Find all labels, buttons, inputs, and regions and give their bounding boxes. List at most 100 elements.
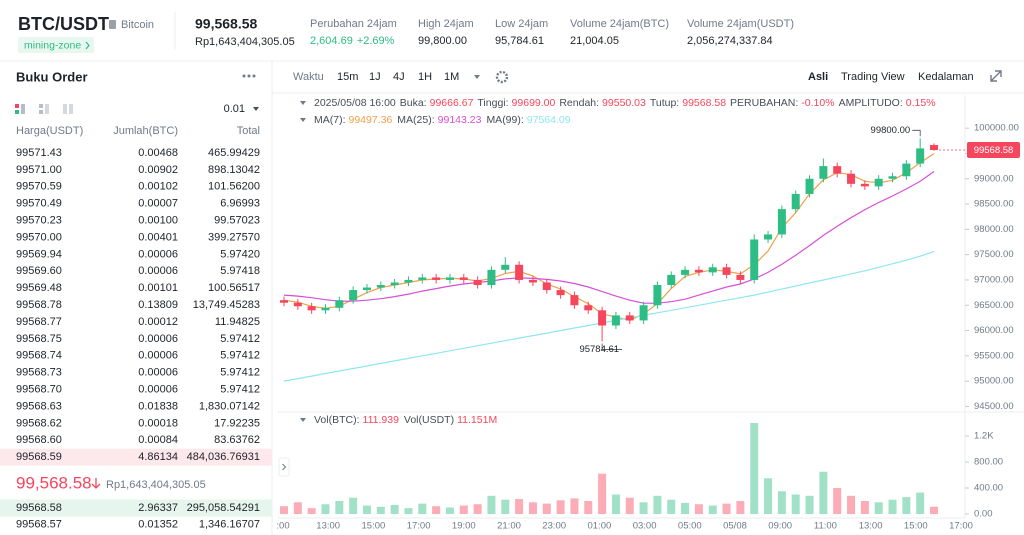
precision[interactable]: 0.01 xyxy=(224,103,245,115)
info-line: 2025/05/08 16:00 Buka: 99666.67 Tinggi: 9969… xyxy=(314,97,936,109)
stat-number: 2,056,274,337.84 xyxy=(687,35,773,47)
book-amount: 0.00006 xyxy=(138,248,178,260)
volume-bar xyxy=(888,499,897,514)
volume-bar xyxy=(874,502,883,514)
view-tab[interactable]: Asli xyxy=(808,71,828,83)
more-menu[interactable] xyxy=(242,74,256,78)
candle-body xyxy=(390,282,399,286)
volume-tick-label: 0.00 xyxy=(974,509,993,520)
candle-body xyxy=(515,264,524,280)
book-amount: 0.00006 xyxy=(138,265,178,277)
book-total: 5.97412 xyxy=(220,367,260,379)
volume-bar xyxy=(625,497,634,514)
book-price[interactable]: 99568.63 xyxy=(16,400,62,412)
interval[interactable]: 15m xyxy=(337,71,358,83)
volume-bar xyxy=(362,505,371,514)
candle-body xyxy=(694,269,703,273)
volume-bar xyxy=(584,500,593,514)
x-tick-label: 17:00 xyxy=(949,521,973,532)
volume-bar xyxy=(473,504,482,514)
book-price[interactable]: 99570.00 xyxy=(16,231,62,243)
book-price[interactable]: 99568.74 xyxy=(16,350,62,362)
volume-bar xyxy=(764,478,773,514)
interval[interactable]: 1M xyxy=(444,71,459,83)
x-tick-label: 11:00 xyxy=(814,521,837,532)
book-amount: 0.00006 xyxy=(138,350,178,362)
stat-change: +2.69% xyxy=(357,35,395,47)
candle-body xyxy=(874,178,883,187)
book-price[interactable]: 99569.48 xyxy=(16,282,62,294)
book-total: 465.99429 xyxy=(208,147,260,159)
book-amount: 0.00006 xyxy=(138,384,178,396)
candle-body xyxy=(708,267,717,273)
volume-bar xyxy=(418,503,427,514)
book-price[interactable]: 99570.49 xyxy=(16,198,62,210)
tag-box[interactable] xyxy=(18,37,94,53)
book-price[interactable]: 99568.70 xyxy=(16,384,62,396)
book-price[interactable]: 99568.78 xyxy=(16,299,62,311)
view-icons[interactable] xyxy=(15,104,73,114)
settings-icon[interactable] xyxy=(495,70,509,84)
book-total: 1,346.16707 xyxy=(199,518,260,530)
book-amount: 2.96337 xyxy=(138,502,178,514)
book-price[interactable]: 99568.73 xyxy=(16,367,62,379)
candle-body xyxy=(542,282,551,291)
candle-body xyxy=(667,274,676,286)
high-pointer xyxy=(912,129,921,137)
volume-bar xyxy=(847,495,856,514)
tag[interactable]: mining-zone xyxy=(24,39,81,51)
interval-caret[interactable] xyxy=(474,75,480,79)
collapse-caret[interactable] xyxy=(300,418,306,422)
candle-body xyxy=(293,302,302,307)
book-price[interactable]: 99571.43 xyxy=(16,147,62,159)
ma-name: MA(99): xyxy=(486,114,523,126)
book-price[interactable]: 99568.75 xyxy=(16,333,62,345)
stat-label: High 24jam xyxy=(418,18,474,30)
volume-tick-label: 800.00 xyxy=(974,457,1003,468)
volume-bar xyxy=(335,500,344,514)
info-label: AMPLITUDO: xyxy=(839,97,903,109)
interval[interactable]: 1J xyxy=(369,71,381,83)
book-price[interactable]: 99568.57 xyxy=(16,518,62,530)
expand-icon[interactable] xyxy=(990,70,1002,82)
volume-bar xyxy=(819,471,828,514)
book-price[interactable]: 99568.58 xyxy=(16,502,62,514)
y-tick-label: 100000.00 xyxy=(974,123,1019,134)
view-tab[interactable]: Trading View xyxy=(841,71,905,83)
volume-bar xyxy=(404,508,413,514)
book-price[interactable]: 99568.62 xyxy=(16,417,62,429)
collapse-button[interactable] xyxy=(278,457,290,477)
collapse-caret[interactable] xyxy=(300,101,306,105)
book-price[interactable]: 99568.60 xyxy=(16,434,62,446)
view-tab[interactable]: Kedalaman xyxy=(918,71,974,83)
ma-value: 99497.36 xyxy=(349,114,393,126)
stat-number: 21,004.05 xyxy=(570,35,619,47)
x-tick-label: 17:00 xyxy=(407,521,431,532)
x-tick-label: :00 xyxy=(276,521,289,532)
stat-label: Low 24jam xyxy=(495,18,548,30)
volume-bar xyxy=(280,506,288,514)
volume-bar xyxy=(833,487,842,514)
book-amount: 0.13809 xyxy=(138,299,178,311)
candle-body xyxy=(625,315,634,321)
book-price[interactable]: 99571.00 xyxy=(16,164,62,176)
interval[interactable]: 4J xyxy=(393,71,405,83)
book-price[interactable]: 99568.59 xyxy=(16,451,62,463)
volume-bar xyxy=(390,504,399,514)
volume-bar xyxy=(791,494,800,514)
orderbook-title: Buku Order xyxy=(16,69,88,84)
volume-bar xyxy=(694,504,703,514)
collapse-caret[interactable] xyxy=(300,118,306,122)
book-price[interactable]: 99568.77 xyxy=(16,316,62,328)
book-price[interactable]: 99569.94 xyxy=(16,248,62,260)
candle-body xyxy=(791,193,800,210)
volume-bar xyxy=(681,502,690,514)
book-price[interactable]: 99569.60 xyxy=(16,265,62,277)
book-price[interactable]: 99570.23 xyxy=(16,215,62,227)
book-price[interactable]: 99570.59 xyxy=(16,181,62,193)
volume-bar xyxy=(653,495,662,514)
low-pointer xyxy=(601,343,623,350)
info-value: 99550.03 xyxy=(602,97,646,109)
interval[interactable]: 1H xyxy=(418,71,432,83)
